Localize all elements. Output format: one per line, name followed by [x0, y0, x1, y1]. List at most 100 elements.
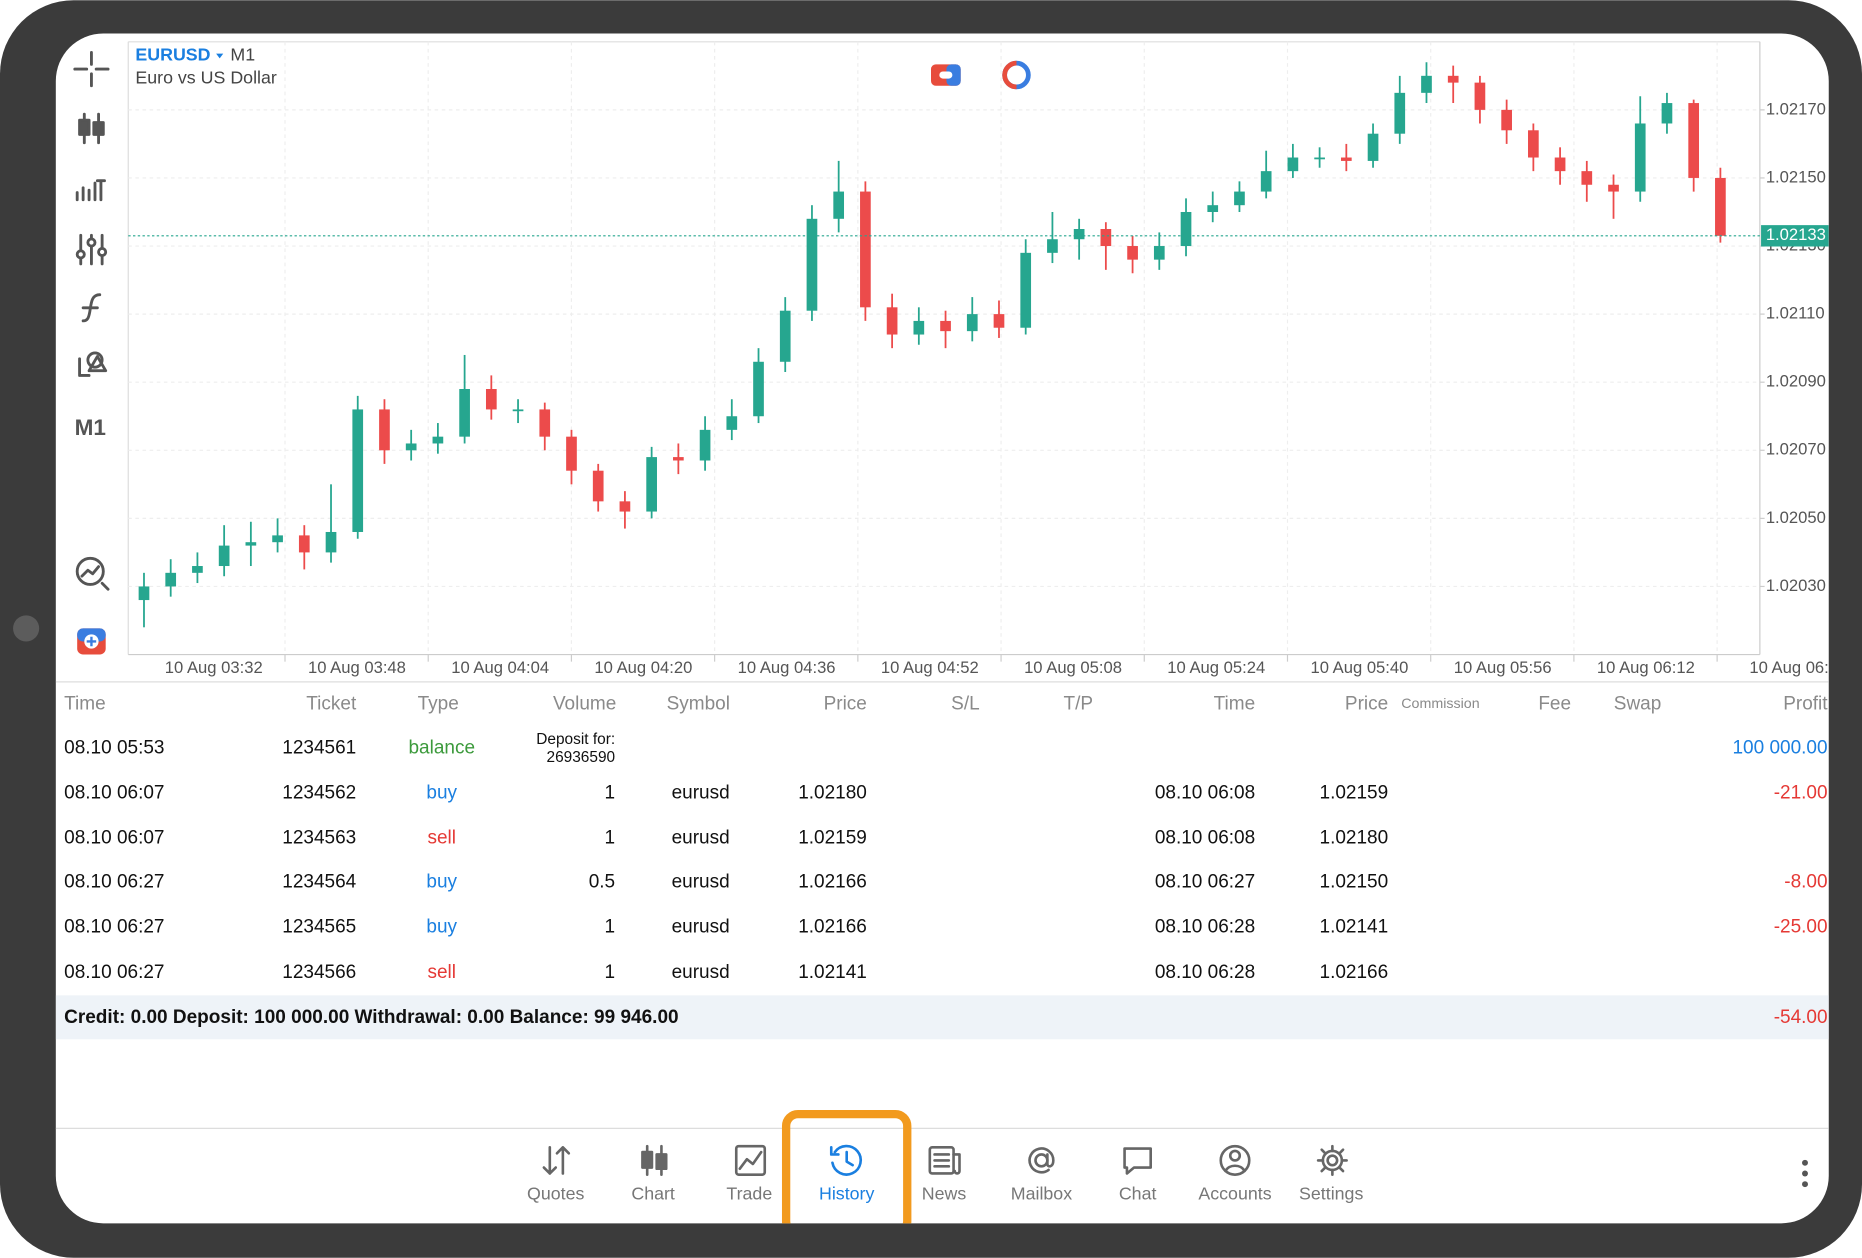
home-button: [13, 615, 40, 642]
candle-body: [352, 409, 364, 532]
candle-body: [1608, 184, 1619, 192]
cell-symbol: eurusd: [672, 828, 730, 849]
y-tick-label: 1.02170: [1766, 99, 1826, 118]
toolbar: M1: [73, 51, 110, 655]
history-row[interactable]: 08.10 06:27 1234564 buy 0.5 eurusd 1.02166 08.…: [64, 872, 1827, 893]
x-tick-label: 10 Aug 04:04: [451, 658, 549, 677]
history-row[interactable]: 08.10 06:27 1234565 buy 1 eurusd 1.02166 08.10…: [64, 917, 1827, 938]
summary: Credit: 0.00 Deposit: 100 000.00 Withdra…: [64, 1007, 678, 1028]
candle-body: [512, 409, 524, 412]
column-header: Volume: [553, 693, 616, 714]
column-header: Commission: [1401, 696, 1479, 712]
cell-comment: Deposit for:: [536, 731, 615, 748]
one-click-trading[interactable]: [931, 64, 961, 86]
nav-item[interactable]: Accounts: [1198, 1184, 1271, 1204]
candle-body: [1153, 246, 1165, 260]
history-row[interactable]: 08.10 06:07 1234562 buy 1 eurusd 1.02180 08.10…: [64, 782, 1827, 803]
history-row[interactable]: 08.10 06:27 1234566 sell 1 eurusd 1.02141 08.1…: [64, 962, 1388, 983]
candle-body: [405, 443, 417, 451]
candle-body: [539, 409, 551, 437]
nav-item[interactable]: Settings: [1299, 1184, 1363, 1204]
cell-type: balance: [408, 737, 475, 758]
cell-price: 1.02166: [798, 872, 867, 893]
volume-tool[interactable]: [75, 179, 106, 202]
highlight-box: [781, 1109, 912, 1224]
cell-volume: 1: [605, 962, 616, 983]
nav-item[interactable]: News: [922, 1184, 967, 1204]
cell-symbol: eurusd: [672, 782, 730, 803]
chart-plot: 10 Aug 03:32 10 Aug 03:48 10 Aug 04:04 10 A…: [127, 41, 1829, 677]
candle-body: [592, 470, 604, 502]
y-tick-label: 1.02150: [1766, 167, 1826, 186]
nav-item[interactable]: Quotes: [527, 1184, 584, 1204]
nav-item[interactable]: History: [819, 1184, 874, 1204]
indicators-tool[interactable]: [81, 293, 102, 323]
history-icon: [829, 1144, 862, 1176]
column-header: T/P: [1063, 693, 1093, 714]
trade-levels[interactable]: [1002, 60, 1031, 90]
candle-body: [1073, 229, 1085, 240]
candle-body: [966, 314, 978, 332]
candle-body: [1340, 157, 1352, 161]
x-tick-label: 10 Aug 04:36: [738, 658, 836, 677]
candle-body: [646, 457, 657, 512]
cell-close-time: 08.10 06:28: [1155, 962, 1255, 983]
cell-ticket: 1234566: [282, 962, 356, 983]
candle-body: [1207, 205, 1219, 212]
chart-type-tool[interactable]: [78, 112, 105, 145]
candle-body: [432, 436, 444, 444]
candle-body: [192, 566, 203, 573]
cell-time: 08.10 06:07: [64, 782, 164, 803]
history-row[interactable]: 08.10 05:53 1234561 balance 100 000.00 Depos…: [64, 731, 1827, 766]
column-header: Time: [1214, 693, 1256, 714]
crosshair-tool[interactable]: [73, 51, 110, 88]
trade-icon: [734, 1144, 767, 1176]
history-row[interactable]: 08.10 06:07 1234563 sell 1 eurusd 1.02159 08.1…: [64, 828, 1388, 849]
candle-body: [566, 436, 577, 471]
cell-close-price: 1.02141: [1320, 917, 1389, 938]
cell-profit: -8.00: [1784, 872, 1827, 893]
nav-item[interactable]: Mailbox: [1011, 1184, 1072, 1204]
column-header: Ticket: [306, 693, 357, 714]
column-header: Symbol: [667, 693, 730, 714]
one-click-tool[interactable]: [77, 628, 106, 655]
candle-body: [1314, 157, 1325, 160]
column-header: Fee: [1538, 693, 1571, 714]
candle-body: [1715, 177, 1726, 236]
candle-body: [779, 310, 791, 362]
x-tick-label: 10 Aug 03:48: [308, 658, 406, 677]
current-price-tag: [1761, 225, 1829, 247]
timeframe-button[interactable]: M1: [75, 415, 106, 440]
symbol[interactable]: EURUSD: [135, 45, 210, 65]
trade-tool[interactable]: [75, 556, 110, 591]
chart-timeframe: M1: [230, 45, 255, 65]
cell-close-time: 08.10 06:27: [1155, 872, 1255, 893]
accounts-icon: [1219, 1144, 1251, 1176]
cell-price: 1.02141: [798, 962, 867, 983]
y-tick-label: 1.02090: [1766, 372, 1826, 391]
candle-body: [485, 389, 497, 410]
candle-body: [298, 535, 310, 553]
candle-body: [272, 535, 283, 543]
nav-item[interactable]: Chart: [631, 1184, 675, 1204]
candle-body: [619, 501, 631, 512]
settings-icon: [1316, 1144, 1348, 1176]
candle-body: [1394, 92, 1406, 134]
nav-item[interactable]: Trade: [726, 1184, 772, 1204]
x-tick-label: 10 Aug 05:40: [1310, 658, 1408, 677]
more-menu[interactable]: [1802, 1159, 1808, 1188]
candle-body: [1474, 82, 1486, 110]
cell-close-time: 08.10 06:08: [1155, 782, 1255, 803]
settings-tool[interactable]: [75, 233, 108, 266]
cell-time: 08.10 06:07: [64, 828, 164, 849]
cell-type: buy: [426, 872, 457, 893]
candle-body: [1367, 133, 1379, 161]
cell-comment: 26936590: [547, 749, 616, 766]
objects-tool[interactable]: [78, 351, 108, 377]
nav-item[interactable]: Chat: [1119, 1184, 1157, 1204]
symbol-dropdown[interactable]: [216, 53, 224, 59]
cell-profit: -25.00: [1774, 917, 1828, 938]
cell-time: 08.10 05:53: [64, 737, 164, 758]
symbol-description: Euro vs US Dollar: [135, 67, 277, 87]
